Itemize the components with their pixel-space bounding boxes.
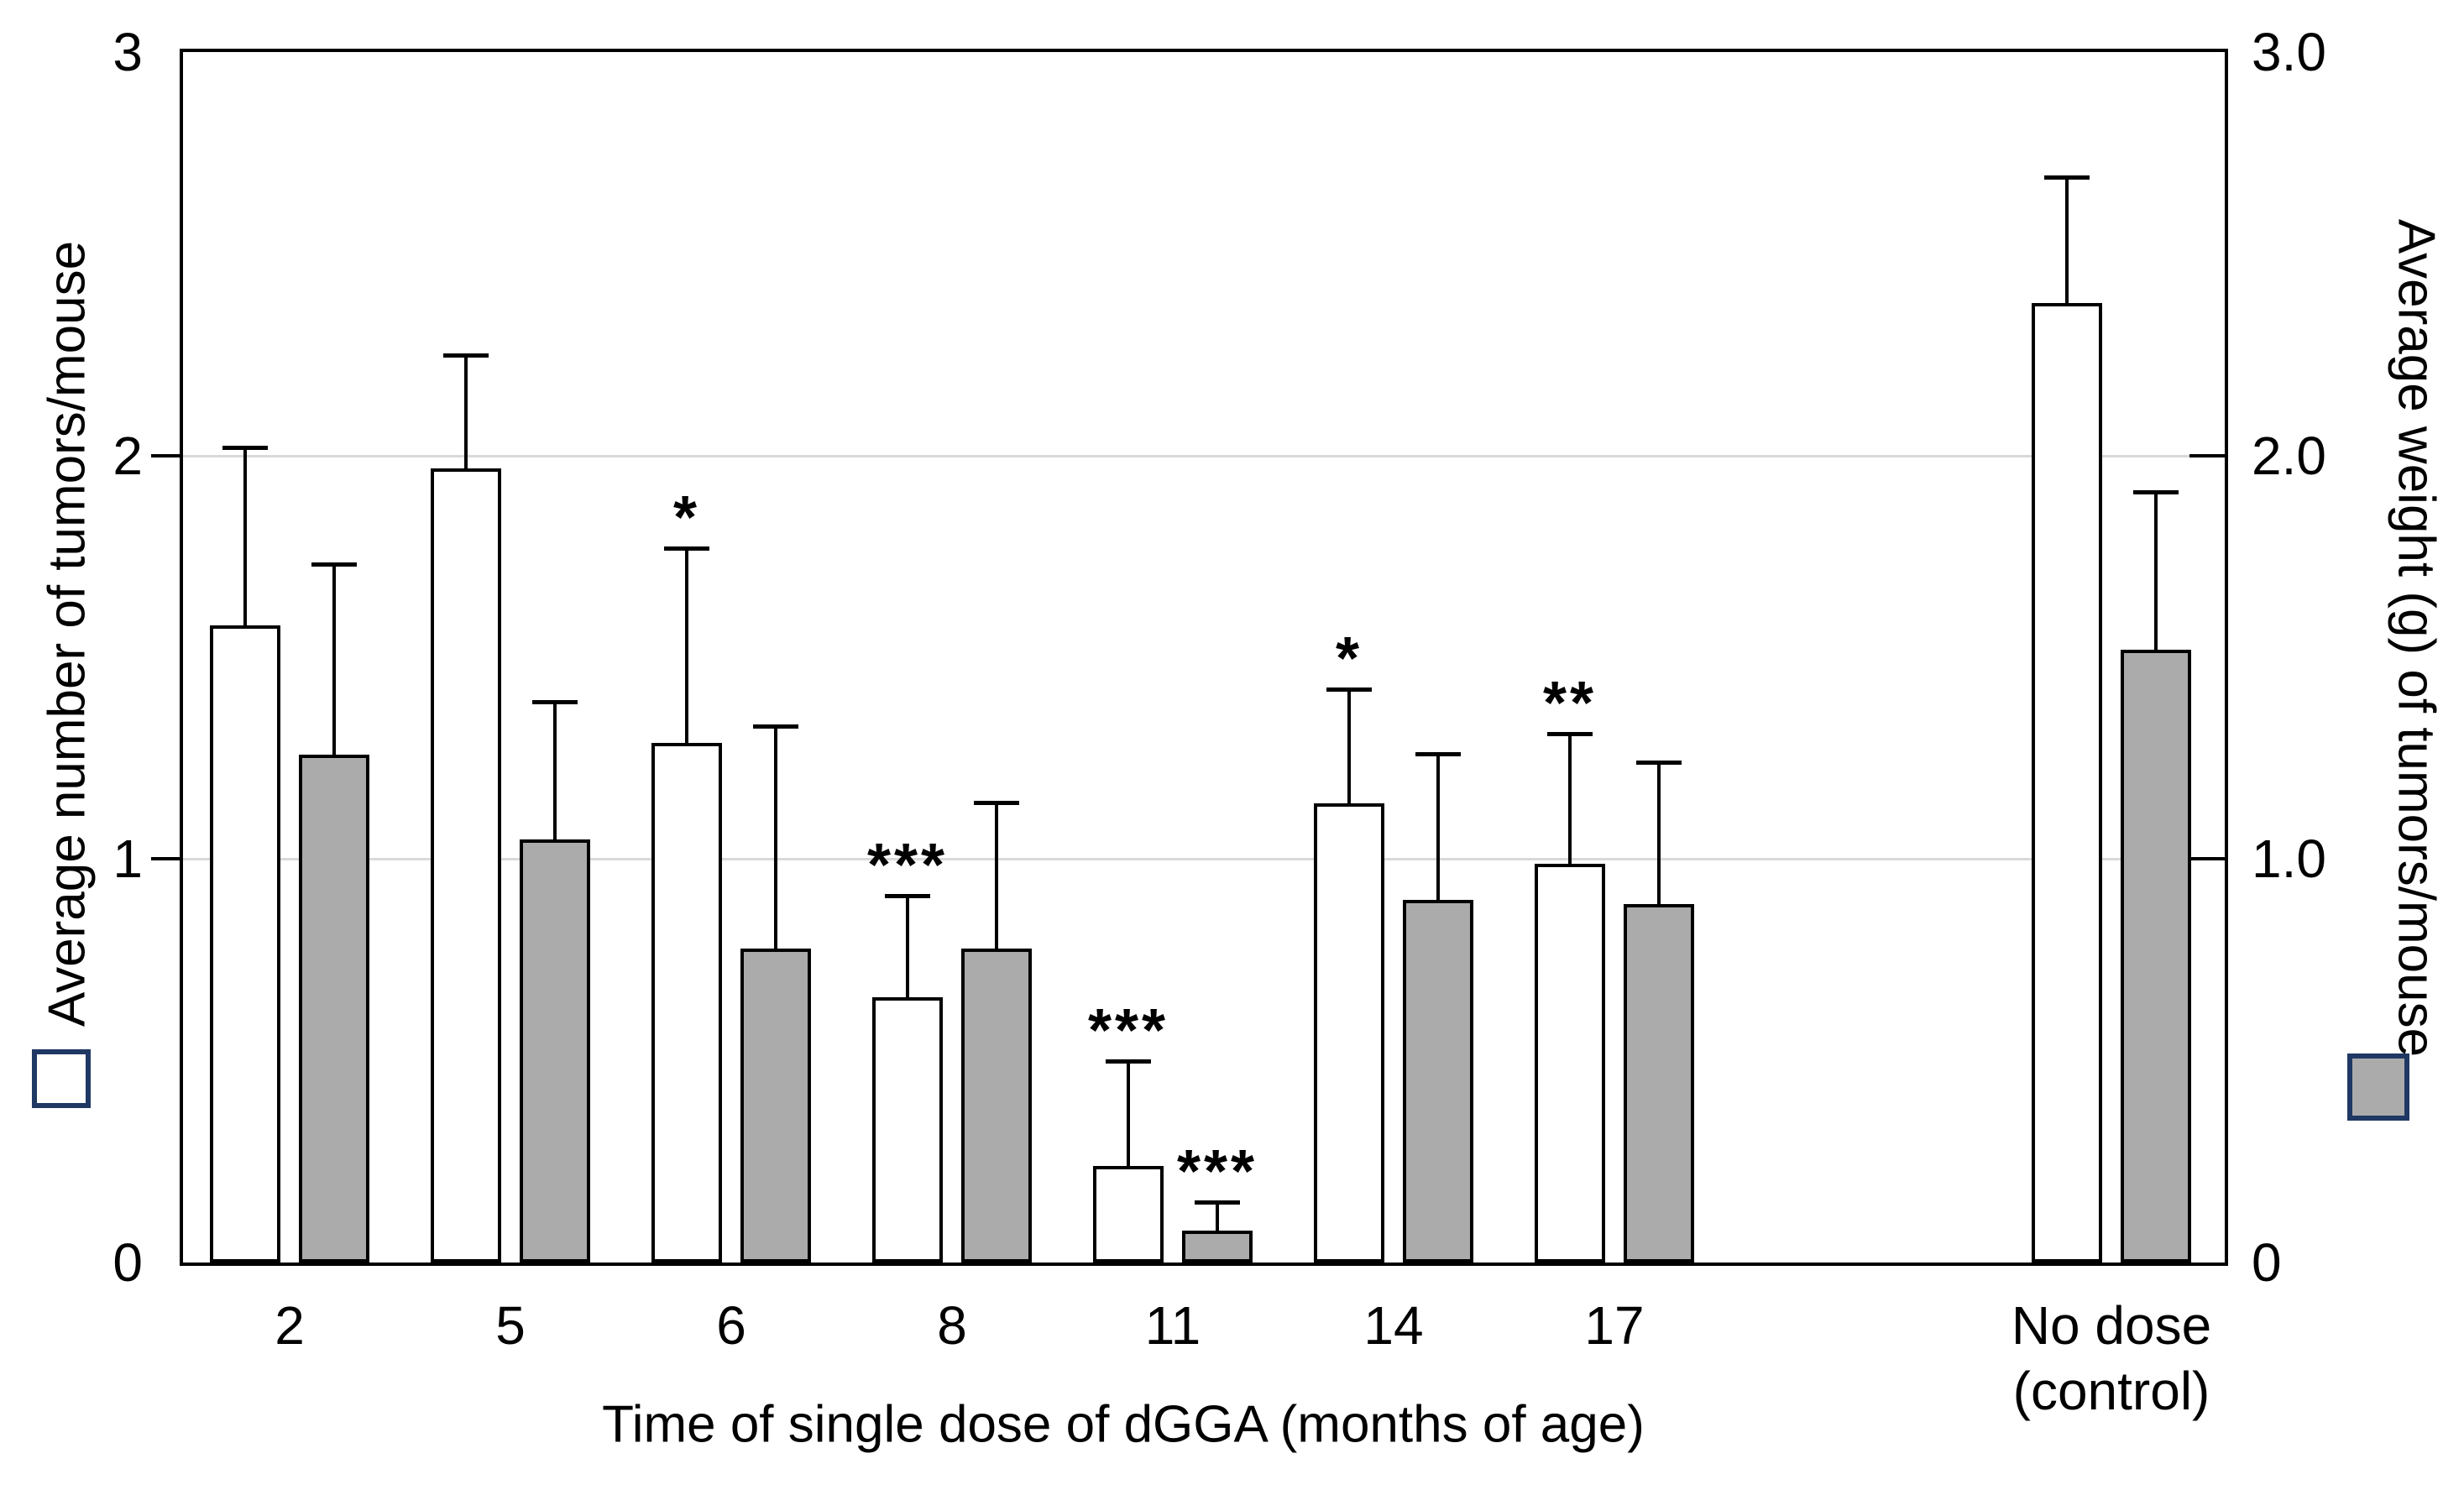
gridline-y2 xyxy=(183,454,2225,457)
y-axis-label-right-2.0: 2.0 xyxy=(2252,425,2326,486)
y-axis-label-left-2: 2 xyxy=(112,425,143,486)
bar-white-6 xyxy=(651,742,722,1263)
error-bar-white-17 xyxy=(1568,734,1572,867)
error-bar-gray-no-dose xyxy=(2154,491,2158,654)
significance-marker-white-8: *** xyxy=(866,831,949,899)
error-bar-white-11 xyxy=(1127,1060,1130,1170)
error-bar-white-5 xyxy=(464,354,468,472)
bar-gray-17 xyxy=(1624,904,1694,1263)
x-category-label-8: 8 xyxy=(937,1295,967,1356)
error-bar-gray-14 xyxy=(1436,754,1440,904)
significance-marker-white-14: * xyxy=(1335,625,1363,693)
error-cap-white-6 xyxy=(664,546,709,552)
error-bar-white-no-dose xyxy=(2065,177,2069,306)
y-tick-left-1 xyxy=(151,857,181,861)
bar-gray-6 xyxy=(740,948,811,1263)
gridline-y1 xyxy=(183,858,2225,861)
bar-white-11 xyxy=(1093,1166,1164,1263)
x-axis-title: Time of single dose of dGGA (months of a… xyxy=(602,1395,1645,1454)
x-category-label-14: 14 xyxy=(1363,1295,1424,1356)
x-category-label-2: 2 xyxy=(275,1295,305,1356)
error-bar-gray-5 xyxy=(553,701,557,844)
right-axis-title: Average weight (g) of tumors/mouse xyxy=(2387,218,2446,1058)
significance-marker-white-6: * xyxy=(672,484,701,552)
error-cap-gray-2 xyxy=(311,562,357,567)
bar-gray-11 xyxy=(1182,1231,1253,1263)
error-bar-gray-17 xyxy=(1657,761,1661,907)
error-bar-gray-8 xyxy=(995,803,998,952)
error-cap-white-17 xyxy=(1547,732,1593,737)
error-cap-gray-8 xyxy=(974,801,1019,806)
bar-white-8 xyxy=(872,996,943,1263)
error-bar-white-2 xyxy=(243,447,247,630)
y-tick-left-2 xyxy=(151,453,181,457)
error-cap-white-2 xyxy=(222,446,268,451)
x-category-label-5: 5 xyxy=(495,1295,526,1356)
error-bar-gray-6 xyxy=(774,725,777,952)
error-cap-white-8 xyxy=(885,893,930,898)
left-axis-title: Average number of tumors/mouse xyxy=(38,240,97,1027)
error-cap-gray-no-dose xyxy=(2133,489,2179,494)
y-axis-label-left-1: 1 xyxy=(112,829,143,890)
x-category-label-17: 17 xyxy=(1584,1295,1645,1356)
error-bar-gray-2 xyxy=(332,564,336,759)
error-cap-white-11 xyxy=(1106,1059,1151,1064)
y-axis-label-left-0: 0 xyxy=(112,1232,143,1293)
error-cap-white-5 xyxy=(443,353,489,358)
bar-white-17 xyxy=(1535,863,1605,1263)
legend-swatch-tumor-weight xyxy=(2347,1053,2409,1121)
significance-marker-white-17: ** xyxy=(1542,670,1598,738)
y-axis-label-right-0: 0 xyxy=(2252,1232,2282,1293)
error-cap-white-14 xyxy=(1326,687,1372,693)
y-axis-label-right-1.0: 1.0 xyxy=(2252,829,2326,890)
y-axis-label-right-3.0: 3.0 xyxy=(2252,22,2326,82)
x-category-label-6: 6 xyxy=(716,1295,746,1356)
error-bar-white-6 xyxy=(685,548,688,746)
bar-white-2 xyxy=(210,625,280,1263)
bar-gray-5 xyxy=(520,839,590,1263)
error-cap-gray-5 xyxy=(532,699,578,704)
bar-gray-14 xyxy=(1403,900,1473,1263)
error-bar-white-8 xyxy=(906,895,909,1001)
error-bar-white-14 xyxy=(1347,689,1351,807)
y-axis-label-left-3: 3 xyxy=(112,22,143,82)
bar-gray-no-dose xyxy=(2121,650,2191,1263)
error-cap-gray-14 xyxy=(1415,752,1461,757)
y-tick-right-2 xyxy=(2189,453,2226,457)
error-cap-gray-11 xyxy=(1195,1200,1240,1205)
plot-area: * *** *** *** * ** xyxy=(180,49,2228,1266)
y-tick-right-1 xyxy=(2189,857,2226,861)
error-bar-gray-11 xyxy=(1216,1201,1219,1235)
bar-white-5 xyxy=(431,468,501,1263)
error-cap-white-no-dose xyxy=(2044,175,2090,180)
significance-marker-white-11: *** xyxy=(1087,996,1169,1064)
significance-marker-gray-11: *** xyxy=(1176,1137,1258,1205)
bar-gray-8 xyxy=(961,948,1032,1263)
bar-white-no-dose xyxy=(2032,302,2102,1263)
x-category-label-no-dose: No dose (control) xyxy=(2011,1295,2212,1421)
legend-swatch-tumor-number xyxy=(32,1049,91,1108)
bar-gray-2 xyxy=(299,755,369,1263)
error-cap-gray-17 xyxy=(1636,760,1682,765)
error-cap-gray-6 xyxy=(753,724,798,729)
x-category-label-11: 11 xyxy=(1144,1295,1201,1356)
